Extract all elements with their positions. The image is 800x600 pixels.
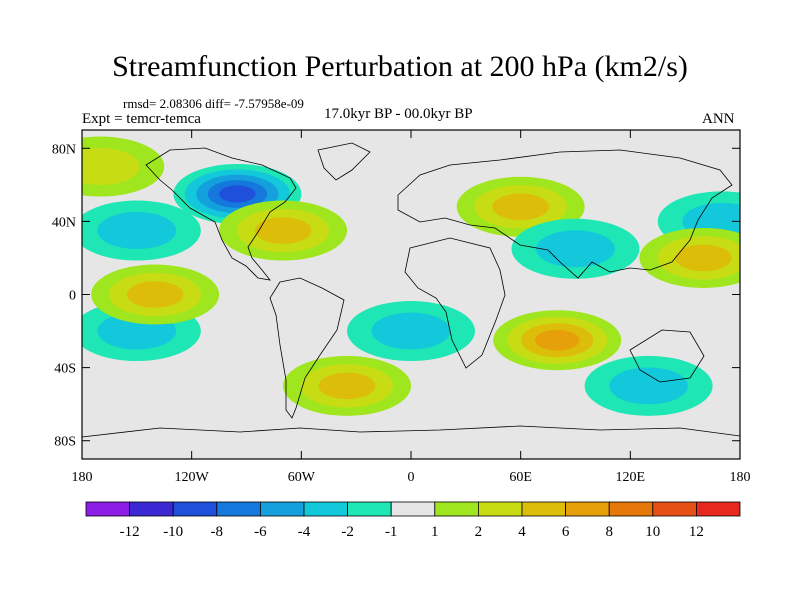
lat-label: 80S xyxy=(54,435,76,450)
feature-southeast-pacific-high xyxy=(91,264,220,325)
colorbar-box xyxy=(608,501,654,517)
contour-level xyxy=(254,217,312,244)
feature-pacific-low-east xyxy=(82,200,201,261)
lon-label: 180 xyxy=(730,470,751,485)
contour-level xyxy=(126,281,184,308)
contour-level xyxy=(219,185,256,203)
coast-north-america xyxy=(145,147,297,281)
lat-axis: 80N 40N 0 40S 80S xyxy=(52,142,740,450)
lon-label: 120W xyxy=(175,470,210,485)
coast-australia xyxy=(629,329,705,383)
colorbar-box xyxy=(303,501,348,517)
contour-level xyxy=(318,372,376,400)
figure-title: Streamfunction Perturbation at 200 hPa (… xyxy=(112,50,688,83)
colorbar-label: -6 xyxy=(254,524,267,540)
coast-greenland xyxy=(317,142,371,181)
lat-label: 0 xyxy=(69,289,76,304)
coast-africa xyxy=(404,237,506,369)
colorbar-box xyxy=(216,501,261,517)
lon-label: 0 xyxy=(408,470,415,485)
colorbar-box xyxy=(521,501,566,517)
lat-label: 40N xyxy=(52,215,76,230)
colorbar-label: -4 xyxy=(298,524,311,540)
experiment-label: Expt = temcr-temca xyxy=(82,111,201,127)
contour-level xyxy=(534,329,580,351)
contour-level xyxy=(609,367,689,405)
season-label: ANN xyxy=(702,111,735,127)
stats-text: rmsd= 2.08306 diff= -7.57958e-09 xyxy=(123,96,304,111)
lon-axis: 180 120W 60W 0 60E 120E 180 xyxy=(72,130,751,485)
colorbar-box xyxy=(172,501,218,517)
colorbar-box xyxy=(652,501,697,517)
lon-label: 120E xyxy=(616,470,646,485)
colorbar-box xyxy=(85,501,130,517)
colorbar-box xyxy=(347,501,392,517)
colorbar: -12 -10 -8 -6 -4 -2 -1 1 2 4 6 8 10 12 xyxy=(85,501,741,540)
contour-field xyxy=(82,130,740,459)
colorbar-label: 10 xyxy=(645,524,660,540)
feature-northwest-pacific-high xyxy=(639,227,740,288)
colorbar-label: 12 xyxy=(689,524,704,540)
contour-level xyxy=(371,312,451,350)
colorbar-box xyxy=(696,501,741,517)
colorbar-label: -8 xyxy=(211,524,224,540)
contour-level xyxy=(82,148,140,186)
colorbar-box xyxy=(259,501,305,517)
colorbar-label: 2 xyxy=(475,524,483,540)
feature-western-atlantic-high xyxy=(219,200,348,261)
feature-south-indian-high xyxy=(493,310,622,371)
colorbar-label: 8 xyxy=(605,524,613,540)
feature-south-atlantic-low xyxy=(347,301,475,362)
coastlines xyxy=(82,142,740,459)
colorbar-label: 4 xyxy=(518,524,526,540)
colorbar-box xyxy=(129,501,174,517)
colorbar-label: -2 xyxy=(341,524,354,540)
feature-north-pacific-high xyxy=(82,136,165,197)
lat-label: 40S xyxy=(54,362,76,377)
period-label: 17.0kyr BP - 00.0kyr BP xyxy=(324,106,473,122)
coast-south-america xyxy=(269,277,345,419)
contour-level xyxy=(97,212,177,250)
colorbar-label: -10 xyxy=(163,524,183,540)
colorbar-label: -1 xyxy=(385,524,398,540)
lat-label: 80N xyxy=(52,142,76,157)
feature-southwest-pacific-low xyxy=(584,355,713,416)
feature-south-atlantic-high xyxy=(283,355,412,416)
contour-level xyxy=(492,193,550,221)
colorbar-box xyxy=(477,501,523,517)
colorbar-label: -12 xyxy=(120,524,140,540)
colorbar-label: 1 xyxy=(431,524,439,540)
coast-antarctica xyxy=(82,425,740,459)
colorbar-label: 6 xyxy=(562,524,570,540)
contour-level xyxy=(675,244,732,272)
lon-label: 60E xyxy=(509,470,532,485)
lon-label: 180 xyxy=(72,470,93,485)
colorbar-box xyxy=(390,501,436,517)
contour-level xyxy=(536,230,615,268)
coast-europe-asia xyxy=(397,149,733,279)
colorbar-box xyxy=(565,501,610,517)
colorbar-box xyxy=(434,501,479,517)
lon-label: 60W xyxy=(288,470,316,485)
